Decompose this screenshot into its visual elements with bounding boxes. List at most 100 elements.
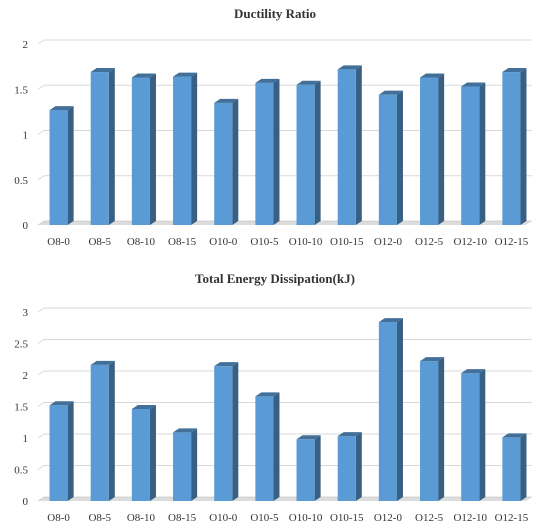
y-tick-label: 2.5 <box>14 339 28 351</box>
bar <box>49 110 68 225</box>
x-tick-label: O12-5 <box>415 236 444 248</box>
bar-top <box>90 68 115 73</box>
bar-side <box>232 98 239 225</box>
bar-side <box>149 73 156 225</box>
bar-top <box>420 357 445 362</box>
x-tick-label: O12-5 <box>415 512 444 524</box>
chart-floor <box>38 497 532 501</box>
x-tick-label: O10-10 <box>289 236 323 248</box>
x-tick-label: O10-15 <box>330 512 364 524</box>
bar <box>90 72 109 226</box>
x-tick-label: O10-15 <box>330 236 364 248</box>
bar <box>461 373 480 501</box>
x-tick-label: O12-0 <box>374 236 403 248</box>
x-tick-label: O8-10 <box>127 512 156 524</box>
bar-top <box>337 432 362 437</box>
bar <box>502 437 521 501</box>
y-tick-label: 1 <box>23 433 29 445</box>
y-tick-label: 0 <box>23 496 29 508</box>
bar-top <box>502 433 527 438</box>
bar <box>214 102 233 225</box>
bar-top <box>296 435 321 440</box>
bar <box>90 364 109 501</box>
bar <box>173 76 192 225</box>
bar-top <box>49 106 74 111</box>
x-tick-label: O12-10 <box>453 236 487 248</box>
y-tick-label: 2 <box>23 39 29 51</box>
bar <box>337 69 356 225</box>
bar <box>420 361 439 501</box>
bar-side <box>520 68 527 226</box>
x-tick-label: O10-5 <box>250 236 279 248</box>
gridline-diagonal <box>37 84 45 90</box>
gridline-diagonal <box>37 370 45 376</box>
bar <box>378 94 397 226</box>
bar-side <box>479 369 486 501</box>
bar-top <box>420 73 445 78</box>
chart-title: Ductility Ratio <box>234 6 316 21</box>
bar <box>255 396 274 501</box>
y-tick-label: 1.5 <box>14 402 28 414</box>
bar-side <box>396 318 403 501</box>
bar-side <box>355 432 362 501</box>
bar <box>131 77 150 225</box>
y-tick-label: 0.5 <box>14 175 28 187</box>
bar-top <box>502 68 527 73</box>
bar-top <box>461 369 486 374</box>
gridline-diagonal <box>37 307 45 313</box>
bar <box>337 436 356 501</box>
bar-top <box>90 360 115 365</box>
bar-side <box>314 80 321 225</box>
bar-side <box>273 392 280 501</box>
bar-side <box>108 68 115 226</box>
bar <box>420 77 439 225</box>
x-tick-label: O10-10 <box>289 512 323 524</box>
chart-title: Total Energy Dissipation(kJ) <box>195 271 355 286</box>
gridline-diagonal <box>37 175 45 181</box>
gridline-diagonal <box>37 433 45 439</box>
x-tick-label: O8-0 <box>47 512 70 524</box>
x-tick-label: O8-10 <box>127 236 156 248</box>
gridline-diagonal <box>37 465 45 470</box>
gridline-diagonal <box>37 39 45 45</box>
bar-side <box>273 78 280 225</box>
x-tick-label: O12-0 <box>374 512 403 524</box>
bar <box>214 366 233 501</box>
chart-floor <box>38 221 532 225</box>
y-tick-label: 1 <box>23 130 29 142</box>
x-tick-label: O10-5 <box>250 512 279 524</box>
x-tick-label: O10-0 <box>209 512 238 524</box>
bar-side <box>355 65 362 225</box>
gridline-diagonal <box>37 402 45 407</box>
bar-top <box>296 80 321 85</box>
bar-side <box>232 362 239 501</box>
bar-top <box>173 428 198 433</box>
total-energy-dissipation-chart: Total Energy Dissipation(kJ) 0 0.5 1 1.5 2 2.… <box>14 271 532 524</box>
x-tick-label: O8-5 <box>88 236 111 248</box>
bar <box>296 84 315 225</box>
bar-side <box>67 106 74 225</box>
bar-top <box>131 405 156 410</box>
bar-side <box>67 401 74 501</box>
bar-top <box>173 72 198 77</box>
bar-top <box>214 362 239 367</box>
bar-side <box>108 360 115 501</box>
bar-side <box>438 357 445 501</box>
bar <box>461 86 480 225</box>
bar-side <box>191 428 198 501</box>
bar <box>378 322 397 501</box>
gridline-diagonal <box>37 339 45 344</box>
x-tick-label: O8-15 <box>168 236 197 248</box>
bar-top <box>214 98 239 103</box>
x-tick-label: O8-0 <box>47 236 70 248</box>
bar-side <box>149 405 156 501</box>
bar <box>296 439 315 501</box>
y-tick-label: 0 <box>23 220 29 232</box>
bar <box>173 432 192 501</box>
y-tick-label: 3 <box>23 307 29 319</box>
bar-side <box>520 433 527 501</box>
bar-top <box>255 392 280 397</box>
bar-side <box>438 73 445 225</box>
bar-side <box>479 82 486 225</box>
bar <box>131 409 150 501</box>
